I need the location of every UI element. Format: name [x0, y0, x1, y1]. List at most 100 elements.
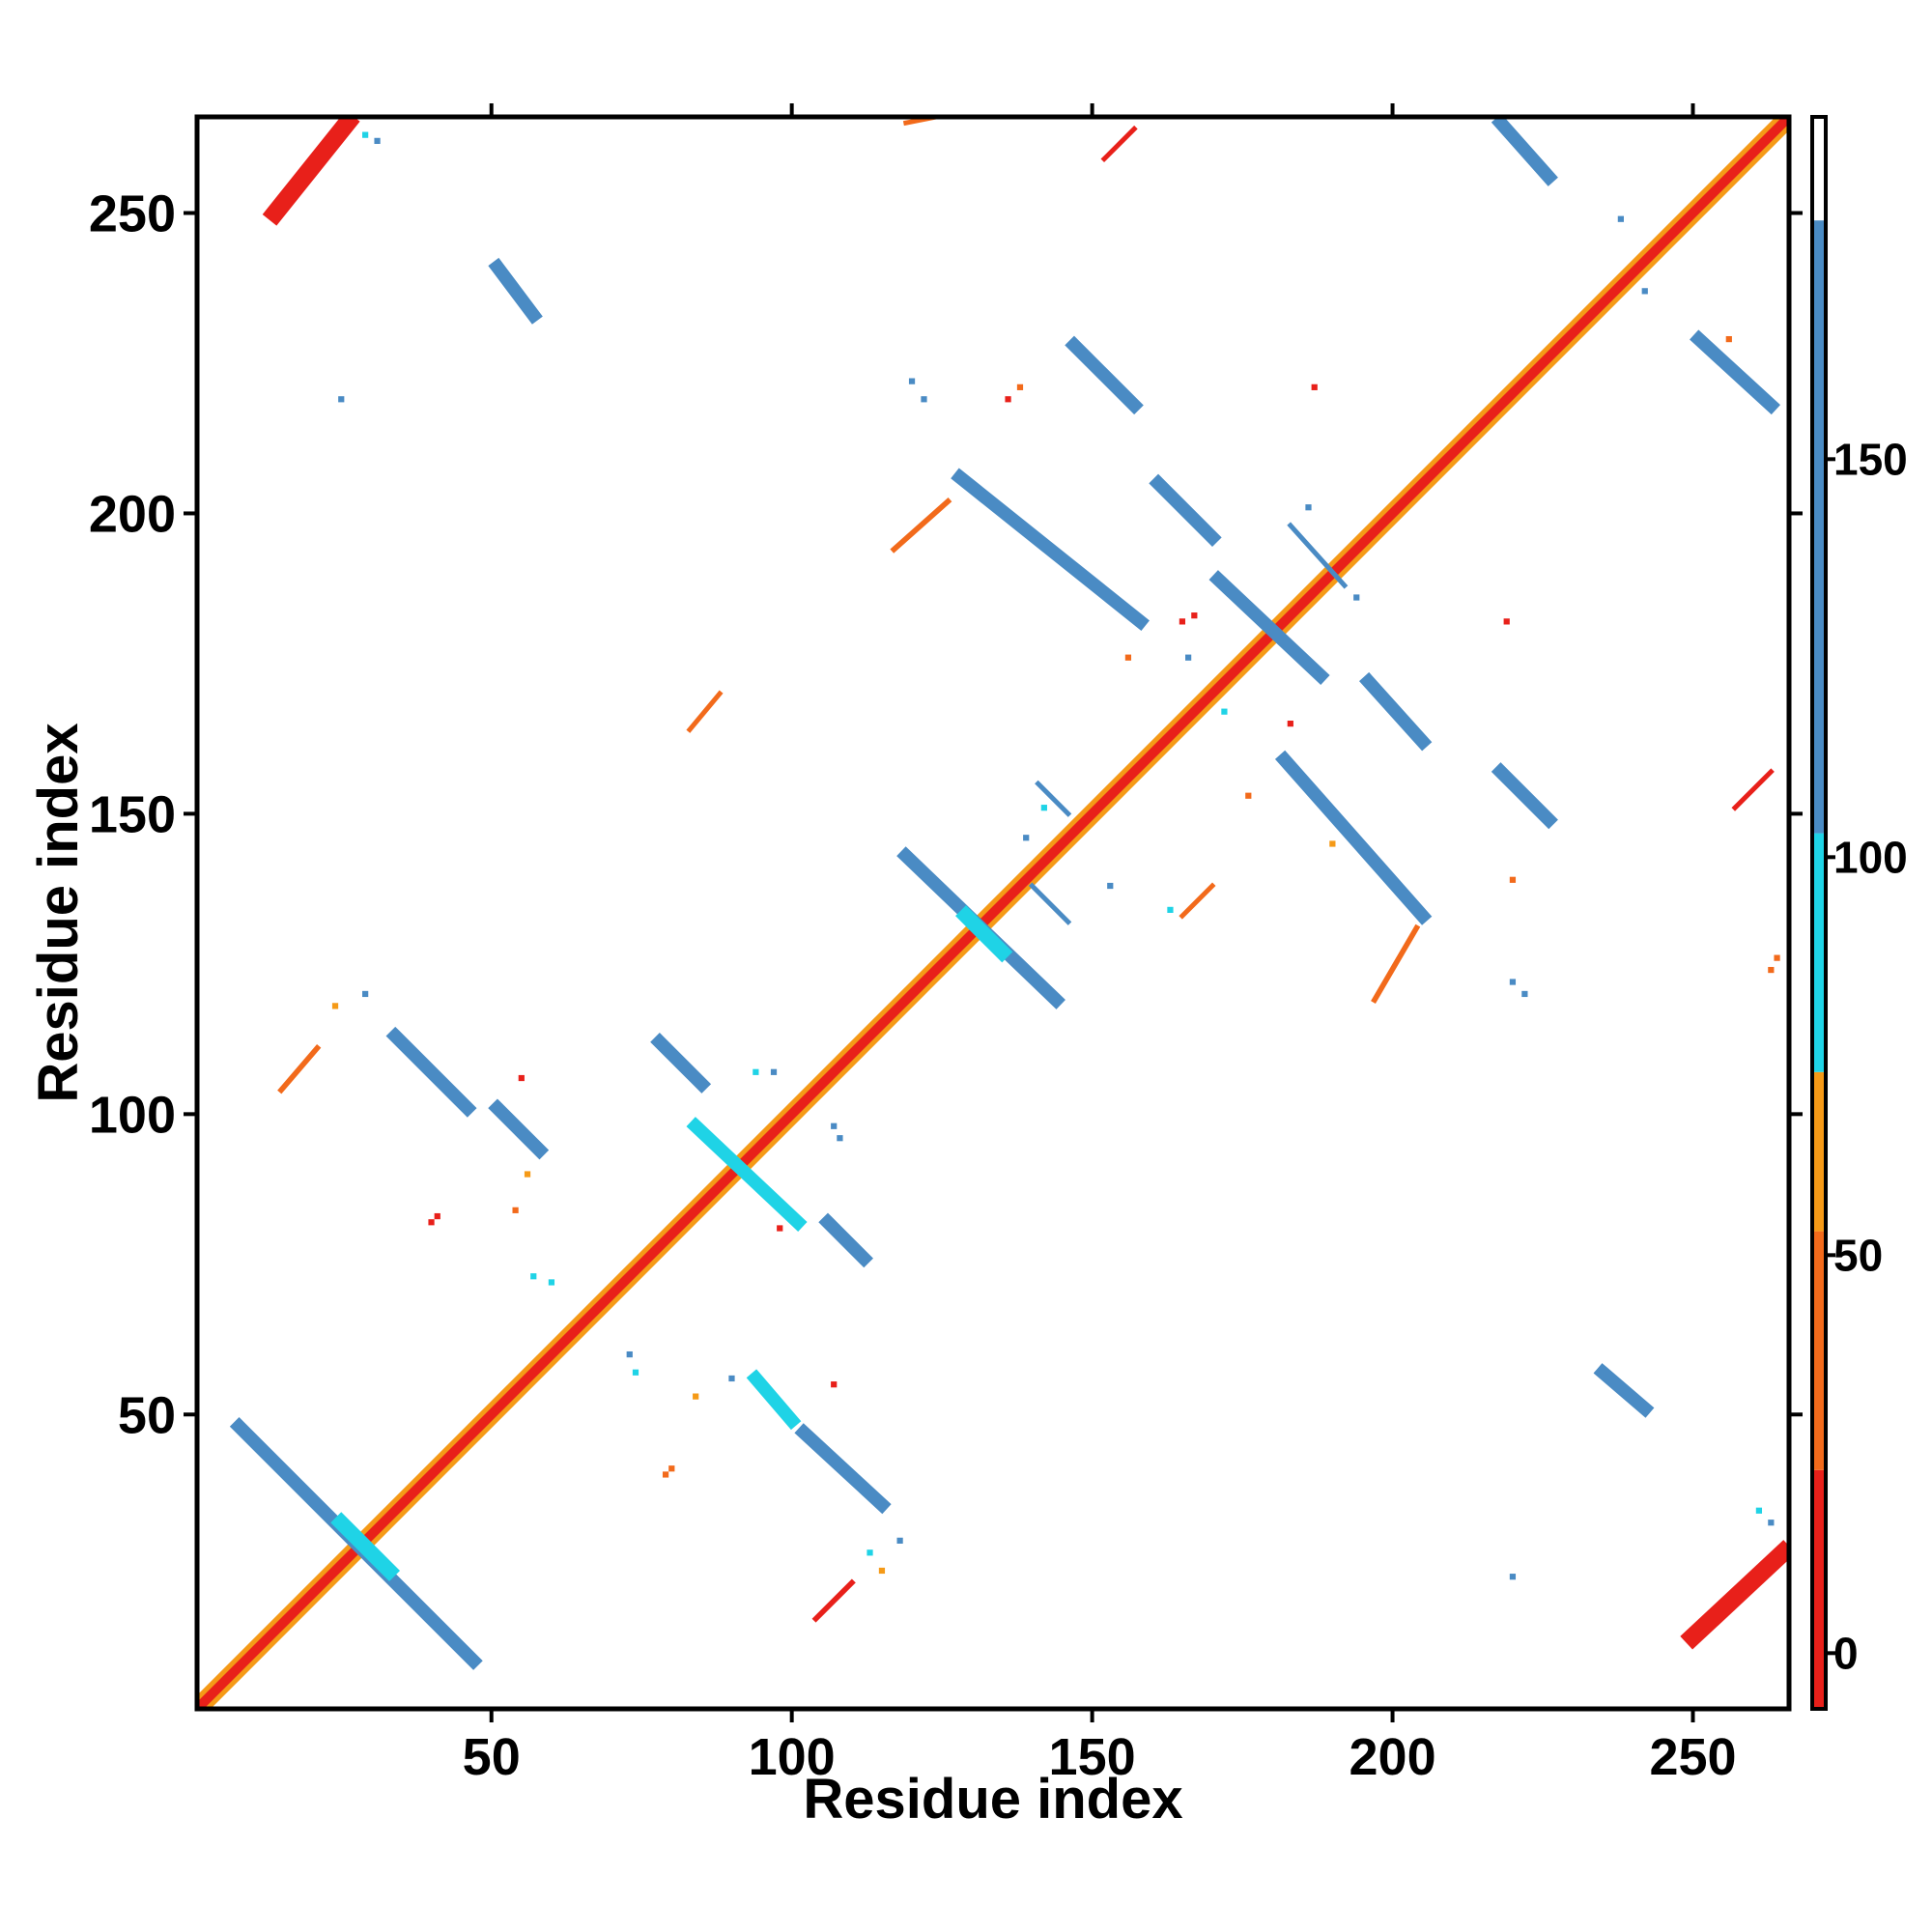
contact-point: [837, 1135, 843, 1142]
contact-segment: [1359, 671, 1433, 752]
colorbar-band: [1812, 117, 1826, 221]
contact-segment: [890, 497, 952, 554]
contact-point: [626, 1350, 633, 1358]
x-tick-label: 150: [1049, 1728, 1136, 1786]
contact-point: [434, 1212, 440, 1220]
contact-point: [1768, 1520, 1775, 1526]
contact-point: [1124, 654, 1132, 661]
contact-segment: [955, 905, 1013, 963]
contact-segment: [794, 1423, 892, 1515]
contact-point: [1768, 966, 1775, 974]
contact-point: [1221, 708, 1228, 715]
contact-segment: [1274, 750, 1433, 925]
contact-segment: [1491, 762, 1558, 830]
contact-segment: [1287, 522, 1349, 589]
contact-point: [1353, 594, 1360, 601]
contact-point: [921, 396, 927, 403]
contact-segment: [686, 690, 724, 733]
y-tick-label: 100: [89, 1086, 176, 1144]
contact-point: [1016, 384, 1024, 390]
contact-point: [362, 990, 369, 998]
contact-point: [1185, 654, 1192, 661]
contact-point: [1509, 979, 1517, 985]
contact-point: [1167, 906, 1174, 913]
colorbar-band: [1812, 833, 1826, 1072]
contact-point: [831, 1381, 838, 1388]
contact-point: [331, 1003, 339, 1009]
contact-point: [908, 378, 916, 384]
colorbar-tick-label: 0: [1833, 1628, 1859, 1678]
colorbar: 0 50 100 150: [1810, 115, 1908, 1711]
contact-point: [777, 1225, 783, 1232]
contact-segment: [1690, 329, 1781, 415]
contact-point: [1641, 288, 1648, 295]
y-tick-label: 250: [89, 185, 176, 243]
contact-segment: [811, 1578, 856, 1623]
contact-segment: [1680, 1540, 1789, 1650]
contact-point: [1503, 618, 1510, 625]
contact-point: [1774, 954, 1780, 961]
y-tick-label: 150: [89, 785, 176, 843]
contact-point: [1509, 1574, 1517, 1580]
contact-point: [668, 1465, 675, 1472]
colorbar-tick-label: 50: [1833, 1230, 1883, 1280]
contact-point: [1755, 1507, 1763, 1514]
contact-point: [374, 137, 381, 144]
contact-point: [867, 1549, 873, 1556]
contact-segment: [1065, 335, 1144, 415]
contact-segment: [746, 1369, 802, 1431]
colorbar-band: [1812, 1469, 1826, 1709]
x-tick-label: 250: [1649, 1728, 1736, 1786]
contact-point: [896, 1537, 903, 1544]
contact-point: [1311, 384, 1318, 390]
axis-ticks: 50 100 150 200 250 50 100 150 200 250: [89, 103, 1803, 1786]
contact-point: [831, 1122, 838, 1129]
colorbar-band: [1812, 220, 1826, 834]
contact-segment: [650, 1033, 712, 1094]
contact-point: [530, 1273, 537, 1280]
contact-point: [1005, 396, 1011, 403]
contact-point: [1725, 335, 1732, 343]
colorbar-tick-label: 150: [1833, 434, 1908, 484]
contact-point: [1245, 792, 1252, 799]
contact-point: [548, 1279, 555, 1286]
contact-segment: [818, 1212, 873, 1268]
x-tick-label: 200: [1350, 1728, 1436, 1786]
contact-point: [1521, 990, 1528, 998]
contact-segment: [1371, 923, 1421, 1005]
contact-segment: [1179, 882, 1216, 920]
y-tick-label: 200: [89, 485, 176, 543]
diagonal-core: [197, 117, 1789, 1709]
contact-point: [1509, 876, 1517, 883]
contact-segment: [1593, 1363, 1655, 1418]
contact-point: [518, 1074, 525, 1082]
contact-point: [1329, 840, 1336, 847]
contact-point: [1287, 720, 1293, 727]
contact-segment: [951, 468, 1150, 631]
heatmap-marks: [197, 117, 1789, 1709]
contact-segment: [1035, 780, 1072, 817]
plot-frame: [194, 114, 1792, 1712]
contact-point: [1023, 835, 1030, 841]
contact-point: [1179, 618, 1186, 625]
contact-point: [1191, 612, 1198, 619]
contact-segment: [488, 1098, 550, 1160]
contact-point: [428, 1219, 435, 1226]
y-tick-label: 50: [118, 1386, 176, 1444]
contact-point: [728, 1375, 735, 1382]
contact-segment: [1149, 473, 1222, 547]
contact-segment: [488, 257, 543, 325]
contact-segment: [1731, 768, 1775, 811]
colorbar-band: [1812, 1071, 1826, 1232]
contact-point: [512, 1207, 519, 1213]
contact-point: [1305, 504, 1312, 511]
contact-segment: [262, 117, 360, 226]
colorbar-tick-label: 100: [1833, 832, 1908, 882]
contact-point: [1617, 215, 1624, 222]
contact-point: [362, 131, 369, 138]
x-axis-title: Residue index: [803, 1768, 1182, 1831]
x-tick-label: 100: [749, 1728, 836, 1786]
contact-point: [753, 1068, 759, 1075]
contact-point: [338, 396, 345, 403]
